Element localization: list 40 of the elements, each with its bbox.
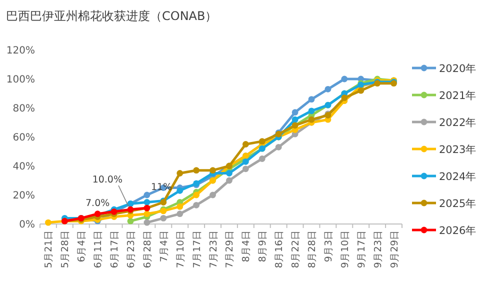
x-tick-label: 8月16日 — [274, 230, 286, 268]
legend-label: 2021年 — [439, 90, 477, 102]
x-tick-label: 7月29日 — [224, 230, 236, 268]
y-tick-label: 100% — [6, 74, 35, 86]
x-tick-label: 5月28日 — [60, 230, 72, 268]
x-tick-label: 6月28日 — [142, 230, 154, 268]
x-tick-label: 9月23日 — [372, 230, 384, 268]
x-tick-label: 6月17日 — [110, 230, 121, 268]
y-tick-label: 0% — [19, 220, 35, 230]
x-tick-label: 8月4日 — [241, 230, 252, 262]
x-tick-label: 7月23日 — [208, 230, 220, 268]
x-tick-label: 9月29日 — [389, 230, 400, 268]
x-tick-label: 7月4日 — [158, 230, 170, 262]
x-tick-label: 9月3日 — [323, 230, 334, 262]
data-label: 7.0% — [86, 198, 110, 209]
data-label: 11% — [150, 182, 172, 194]
y-tick-label: 60% — [12, 132, 35, 144]
x-tick-label: 8月28日 — [307, 230, 318, 268]
legend-label: 2023年 — [439, 144, 477, 156]
x-tick-label: 7月10日 — [175, 230, 186, 268]
legend-label: 2024年 — [439, 171, 477, 183]
y-tick-label: 40% — [12, 162, 35, 172]
x-tick-label: 6月23日 — [126, 230, 137, 268]
legend-label: 2025年 — [439, 198, 477, 210]
chart-title: 巴西巴伊亚州棉花收获进度（CONAB） — [6, 9, 218, 23]
x-tick-label: 9月10日 — [340, 230, 351, 268]
y-tick-label: 80% — [12, 104, 35, 114]
x-tick-label: 9月17日 — [356, 230, 368, 268]
y-tick-label: 120% — [6, 46, 35, 56]
x-tick-label: 8月9日 — [258, 230, 269, 262]
x-tick-label: 7月17日 — [192, 230, 203, 268]
legend-label: 2026年 — [439, 225, 477, 237]
x-tick-label: 6月4日 — [76, 230, 88, 262]
x-tick-label: 8月22日 — [290, 230, 302, 268]
data-label: 10.0% — [92, 174, 122, 186]
x-tick-label: 6月11日 — [93, 230, 104, 268]
x-tick-label: 5月21日 — [44, 230, 55, 268]
legend-label: 2022年 — [439, 117, 477, 129]
legend-label: 2020年 — [439, 63, 477, 75]
y-tick-label: 20% — [12, 190, 35, 202]
